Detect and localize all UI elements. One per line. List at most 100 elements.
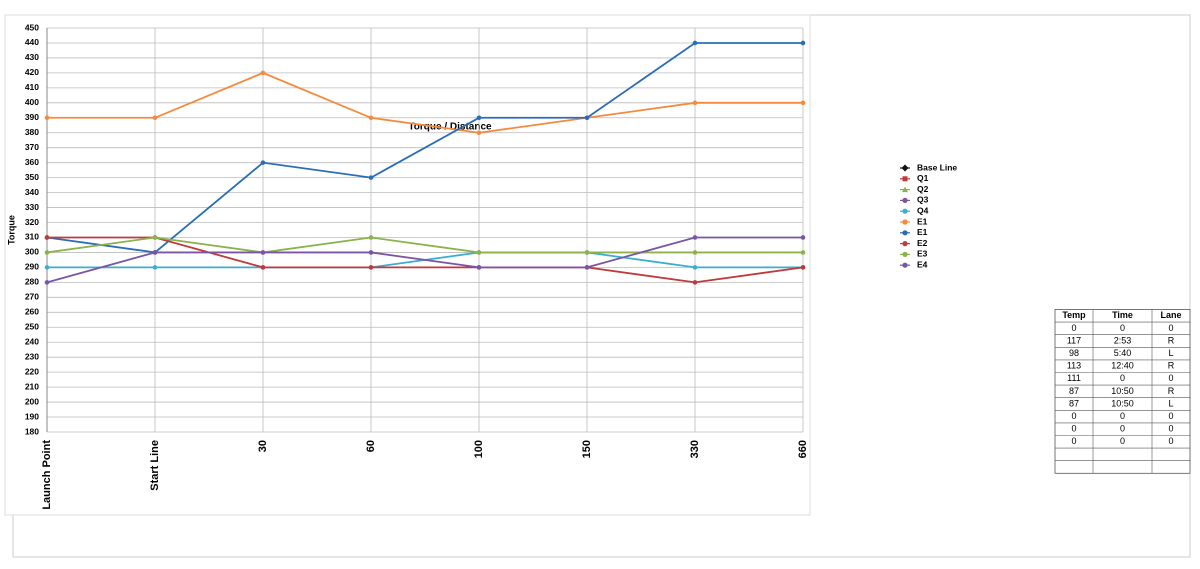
legend-label: Q3 [917, 195, 929, 205]
table-cell: 12:40 [1111, 361, 1134, 371]
x-tick-label: 150 [581, 440, 593, 458]
point [692, 235, 698, 240]
y-tick-label: 200 [25, 396, 39, 406]
legend-label: Q4 [917, 205, 929, 215]
table-cell: 111 [1067, 373, 1081, 383]
table-cell: L [1168, 398, 1173, 408]
table-cell: 113 [1067, 361, 1081, 371]
point [476, 130, 482, 136]
point [44, 235, 50, 240]
legend-label: E1 [917, 227, 928, 237]
table-header: Temp [1062, 310, 1086, 320]
point [44, 265, 50, 270]
table-cell: R [1168, 386, 1175, 396]
series-line [46, 236, 803, 284]
series-line [47, 71, 803, 134]
table-cell: 0 [1168, 436, 1173, 446]
point [260, 250, 266, 255]
table-cell: 0 [1120, 411, 1125, 421]
y-tick-label: 330 [25, 202, 39, 212]
point [476, 250, 482, 255]
table-border [1054, 309, 1191, 474]
point [260, 160, 266, 165]
chart-frame [4, 14, 811, 516]
x-tick-label: 60 [365, 440, 377, 452]
series-line [47, 236, 804, 284]
y-tick-label: 250 [25, 322, 39, 332]
point [800, 40, 806, 46]
y-tick-label: 220 [25, 366, 39, 376]
point [152, 265, 158, 270]
y-tick-label: 210 [25, 381, 39, 391]
x-tick-label: Start Line [149, 440, 161, 491]
point [584, 115, 590, 121]
y-tick-label: 230 [25, 351, 39, 361]
table-cell: 0 [1168, 323, 1173, 333]
table-cell: 98 [1069, 348, 1079, 358]
point [260, 70, 266, 76]
y-tick-label: 300 [25, 247, 39, 257]
y-tick-label: 190 [25, 411, 39, 421]
point [800, 100, 806, 106]
point [152, 250, 158, 255]
legend-marker [902, 262, 908, 268]
table-cell: 0 [1120, 323, 1125, 333]
legend-marker [901, 164, 909, 172]
legend-label: Base Line [917, 162, 957, 172]
table-header: Time [1112, 310, 1133, 320]
table-cell: R [1168, 335, 1175, 345]
legend-marker [902, 186, 908, 193]
point [800, 250, 806, 255]
y-tick-label: 180 [25, 426, 39, 436]
point [692, 265, 698, 270]
y-tick-label: 240 [25, 336, 39, 346]
point [368, 235, 374, 240]
table-header: Lane [1160, 310, 1181, 320]
data-table: Temp Time Lane 0 0 0 117 2:53 R 98 5:40 L 113 12:40 R 1… [1054, 309, 1191, 474]
y-tick-label: 310 [25, 232, 39, 242]
y-tick-label: 280 [25, 277, 39, 287]
y-tick-label: 440 [25, 37, 39, 47]
legend-marker [902, 230, 908, 236]
point [368, 250, 374, 255]
y-tick-label: 410 [25, 82, 39, 92]
point [260, 265, 266, 270]
table-cell: 10:50 [1111, 386, 1134, 396]
legend-marker [902, 241, 908, 247]
point [44, 250, 50, 255]
point [800, 235, 806, 240]
table-cell: 0 [1120, 436, 1125, 446]
y-tick-label: 390 [25, 112, 39, 122]
legend-marker [902, 251, 908, 257]
point [692, 40, 698, 46]
point [152, 235, 158, 240]
legend-label: E3 [917, 249, 928, 259]
chart-title: Torque / Distance [408, 122, 492, 133]
y-tick-label: 420 [25, 67, 39, 77]
legend-marker [902, 176, 908, 182]
legend-marker [902, 208, 908, 214]
table-cell: 10:50 [1111, 398, 1134, 408]
table-cell: 0 [1120, 373, 1125, 383]
point [476, 115, 482, 121]
table-cell: 0 [1071, 411, 1076, 421]
y-tick-label: 400 [25, 97, 39, 107]
legend-marker [902, 219, 908, 225]
table-cell: 87 [1069, 398, 1079, 408]
table-cell: 0 [1071, 424, 1076, 434]
table-cell: 0 [1168, 411, 1173, 421]
table-cell: R [1168, 361, 1175, 371]
x-tick-label: 660 [797, 440, 809, 458]
x-tick-label: 30 [257, 440, 269, 452]
point [368, 175, 374, 180]
y-tick-label: 380 [25, 127, 39, 137]
point [800, 265, 806, 270]
legend-label: E2 [917, 238, 928, 248]
y-tick-label: 370 [25, 142, 39, 152]
point [584, 250, 590, 255]
series-line [46, 236, 803, 254]
y-tick-label: 290 [25, 262, 39, 272]
y-tick-label: 430 [25, 52, 39, 62]
point [368, 115, 374, 121]
legend-marker [902, 197, 908, 203]
